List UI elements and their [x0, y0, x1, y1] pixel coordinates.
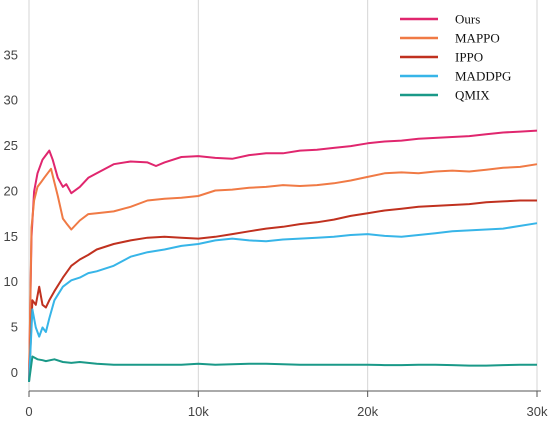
series-line-qmix	[28, 355, 537, 383]
x-tick-label: 0	[25, 404, 32, 419]
series-lines	[28, 129, 538, 383]
legend-label-maddpg: MADDPG	[455, 69, 511, 84]
y-tick-label: 0	[11, 365, 18, 380]
legend-label-ippo: IPPO	[455, 50, 483, 65]
series-line-mappo	[28, 163, 538, 382]
x-tick-label: 30k	[527, 404, 548, 419]
legend: Ours MAPPO IPPO MADDPG QMIX	[400, 12, 511, 103]
x-tick-label: 10k	[188, 404, 209, 419]
y-tick-label: 35	[4, 47, 18, 62]
y-tick-label: 5	[11, 320, 18, 335]
series-line-ours	[28, 129, 538, 382]
y-tick-label: 15	[4, 229, 18, 244]
y-tick-label: 25	[4, 138, 18, 153]
legend-label-ours: Ours	[455, 12, 480, 27]
series-line-ippo	[28, 199, 537, 382]
x-tick-label: 20k	[357, 404, 378, 419]
y-tick-label: 30	[4, 93, 18, 108]
y-tick-label: 10	[4, 274, 18, 289]
series-line-maddpg	[28, 222, 538, 382]
y-tick-label: 20	[4, 183, 18, 198]
legend-label-qmix: QMIX	[455, 88, 490, 103]
legend-label-mappo: MAPPO	[455, 31, 500, 46]
axes: 0 10k 20k 30k 0 5 10 15 20 25 30 35	[4, 47, 548, 419]
